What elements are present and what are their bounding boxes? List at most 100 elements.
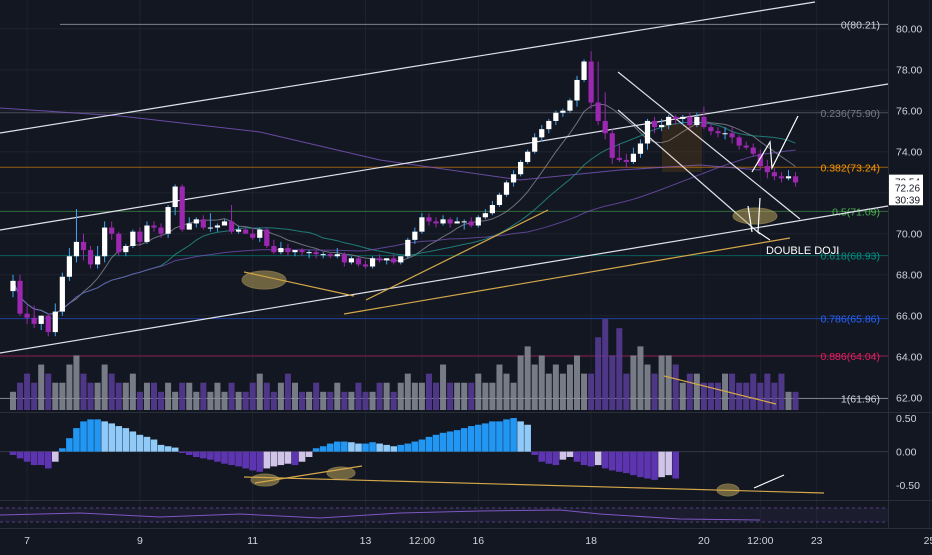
histogram-bar [115, 426, 123, 452]
candle-body [95, 256, 101, 265]
candle-body [200, 219, 206, 228]
price-badge-label: 30:39 [895, 195, 920, 206]
time-tick-label: 20 [698, 535, 710, 547]
time-tick-label: 12:00 [747, 535, 773, 547]
histogram-bar [552, 451, 560, 466]
volume-bar [609, 355, 616, 410]
channel-line [0, 1, 816, 134]
volume-bar [299, 391, 306, 410]
candle-body [616, 157, 622, 160]
projection-arrow [753, 474, 785, 489]
rsi-line [0, 509, 761, 521]
volume-bar [425, 373, 432, 410]
price-tick-label: 66.00 [896, 311, 922, 323]
histogram-bar [658, 451, 665, 478]
volume-bar [538, 355, 545, 410]
histogram-bar [587, 451, 595, 467]
volume-bar [475, 373, 482, 410]
volume-bar [193, 391, 200, 410]
candle-body [771, 172, 777, 177]
price-axis[interactable]: 80.0078.0076.0074.0072.0070.0068.0066.00… [889, 24, 923, 405]
candle-body [158, 227, 164, 234]
histogram-bar [80, 421, 87, 452]
candle-body [482, 213, 488, 218]
candle-body [109, 227, 115, 234]
volume-bar [496, 364, 503, 410]
volume-bar [404, 373, 411, 410]
volume-bar [707, 382, 714, 410]
volume-bar [80, 373, 87, 410]
time-tick-label: 12:00 [409, 535, 435, 547]
histogram-bar [566, 451, 574, 457]
candle-body [80, 241, 87, 251]
candle-body [651, 120, 658, 128]
volume-bar [651, 373, 658, 410]
histogram-bar [284, 451, 292, 464]
volume-bar [715, 382, 721, 410]
candle-body [447, 219, 453, 224]
candle-body [666, 116, 672, 126]
histogram-bar [87, 419, 94, 452]
channel-drawings[interactable] [0, 1, 889, 354]
time-axis[interactable]: 7 9 11 13 12:00 16 18 20 12:00 23 25 [24, 535, 932, 547]
candlesticks[interactable] [10, 51, 799, 337]
candle-body [785, 176, 792, 179]
histogram-bar [122, 428, 130, 452]
histogram-bar [157, 444, 165, 452]
highlight-ellipse [241, 270, 287, 290]
histogram-bar [178, 451, 186, 453]
candle-body [102, 227, 108, 257]
volume-bar [637, 346, 644, 410]
histogram-bar [66, 438, 73, 452]
histogram-bar [665, 451, 672, 476]
candle-body [271, 246, 277, 253]
volume-bar [686, 373, 693, 410]
histogram-bar [390, 446, 397, 452]
candle-body [369, 258, 376, 267]
candle-body [778, 176, 785, 179]
candle-body [419, 217, 425, 232]
candle-body [412, 231, 418, 240]
candle-body [24, 313, 30, 318]
histogram-bar [44, 451, 52, 469]
candle-body [384, 258, 390, 261]
histogram-bar [108, 423, 115, 452]
candle-body [637, 143, 644, 154]
volume-bar [665, 355, 672, 410]
volume-bar [151, 382, 157, 410]
candle-body [116, 233, 122, 253]
candle-body [320, 254, 326, 256]
histogram-bar [489, 421, 496, 452]
histogram-bar [418, 439, 426, 452]
histogram-bar [150, 439, 158, 452]
volume-bar [736, 382, 743, 410]
time-tick-label: 18 [585, 535, 597, 547]
volume-bar [179, 382, 186, 410]
candle-body [45, 315, 51, 333]
histogram-bar [630, 451, 637, 476]
price-tick-label: 78.00 [896, 65, 922, 77]
candle-body [609, 133, 615, 158]
volume-bar [616, 328, 623, 410]
histogram-bar [193, 451, 200, 457]
price-tick-label: 76.00 [896, 106, 922, 118]
candle-body [574, 79, 580, 101]
candle-body [334, 254, 340, 257]
volume-bar [355, 382, 362, 410]
volume-bar [207, 391, 214, 410]
volume-bar [454, 382, 461, 410]
volume-bar [595, 337, 602, 410]
candle-body [172, 186, 178, 208]
price-tick-label: 74.00 [896, 147, 922, 159]
candle-body [362, 264, 369, 267]
price-tick-label: 80.00 [896, 24, 922, 36]
annotation-label: DOUBLE DOJI [766, 245, 839, 257]
user-drawings[interactable] [241, 115, 799, 405]
oscillator-tick-label: -0.50 [896, 480, 920, 492]
histogram-bar [291, 451, 299, 466]
volume-bar [277, 382, 284, 410]
histogram-bar [9, 451, 17, 455]
candle-body [659, 125, 665, 128]
